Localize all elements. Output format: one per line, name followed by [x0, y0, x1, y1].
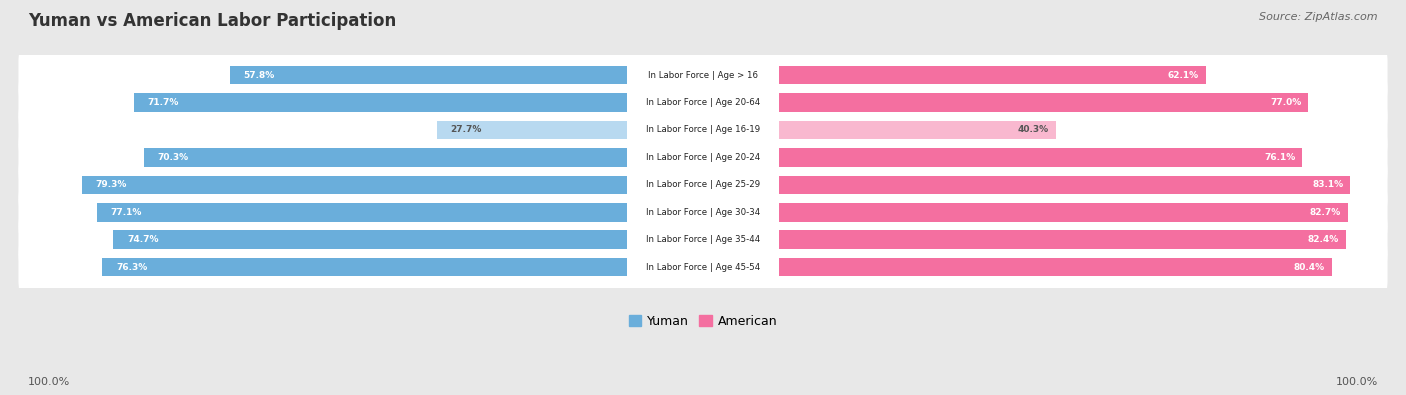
- Text: 62.1%: 62.1%: [1168, 71, 1199, 79]
- Bar: [779, 175, 1350, 194]
- Text: 82.7%: 82.7%: [1309, 208, 1341, 217]
- Text: Yuman vs American Labor Participation: Yuman vs American Labor Participation: [28, 12, 396, 30]
- FancyBboxPatch shape: [18, 76, 1388, 129]
- Bar: [82, 175, 627, 194]
- FancyBboxPatch shape: [18, 103, 1388, 156]
- Text: 57.8%: 57.8%: [243, 71, 274, 79]
- Text: 40.3%: 40.3%: [1018, 126, 1049, 134]
- Text: 77.0%: 77.0%: [1270, 98, 1302, 107]
- Bar: [134, 93, 627, 112]
- Bar: [779, 258, 1331, 276]
- Text: In Labor Force | Age 16-19: In Labor Force | Age 16-19: [645, 126, 761, 134]
- Text: In Labor Force | Age 20-24: In Labor Force | Age 20-24: [645, 153, 761, 162]
- FancyBboxPatch shape: [18, 158, 1388, 211]
- FancyBboxPatch shape: [18, 49, 1388, 102]
- Bar: [103, 258, 627, 276]
- Text: 71.7%: 71.7%: [148, 98, 179, 107]
- Text: 100.0%: 100.0%: [1336, 377, 1378, 387]
- Bar: [143, 148, 627, 167]
- Text: 70.3%: 70.3%: [157, 153, 188, 162]
- Bar: [779, 120, 1056, 139]
- Text: In Labor Force | Age 30-34: In Labor Force | Age 30-34: [645, 208, 761, 217]
- Text: Source: ZipAtlas.com: Source: ZipAtlas.com: [1260, 12, 1378, 22]
- Text: 83.1%: 83.1%: [1312, 181, 1344, 189]
- FancyBboxPatch shape: [18, 213, 1388, 266]
- Text: 82.4%: 82.4%: [1308, 235, 1339, 244]
- Text: In Labor Force | Age 35-44: In Labor Force | Age 35-44: [645, 235, 761, 244]
- FancyBboxPatch shape: [18, 186, 1388, 239]
- Bar: [114, 230, 627, 249]
- Bar: [779, 230, 1346, 249]
- Bar: [779, 148, 1302, 167]
- Bar: [779, 66, 1206, 85]
- Bar: [779, 203, 1348, 222]
- Bar: [97, 203, 627, 222]
- Text: 76.1%: 76.1%: [1264, 153, 1295, 162]
- FancyBboxPatch shape: [18, 241, 1388, 293]
- Text: In Labor Force | Age > 16: In Labor Force | Age > 16: [648, 71, 758, 79]
- Legend: Yuman, American: Yuman, American: [623, 310, 783, 333]
- Text: 76.3%: 76.3%: [117, 263, 148, 272]
- Bar: [229, 66, 627, 85]
- Text: In Labor Force | Age 25-29: In Labor Force | Age 25-29: [645, 181, 761, 189]
- Bar: [779, 93, 1309, 112]
- Text: 100.0%: 100.0%: [28, 377, 70, 387]
- Text: 77.1%: 77.1%: [111, 208, 142, 217]
- FancyBboxPatch shape: [18, 131, 1388, 184]
- Text: 80.4%: 80.4%: [1294, 263, 1324, 272]
- Text: 74.7%: 74.7%: [127, 235, 159, 244]
- Bar: [437, 120, 627, 139]
- Text: 27.7%: 27.7%: [450, 126, 482, 134]
- Text: In Labor Force | Age 20-64: In Labor Force | Age 20-64: [645, 98, 761, 107]
- Text: In Labor Force | Age 45-54: In Labor Force | Age 45-54: [645, 263, 761, 272]
- Text: 79.3%: 79.3%: [96, 181, 127, 189]
